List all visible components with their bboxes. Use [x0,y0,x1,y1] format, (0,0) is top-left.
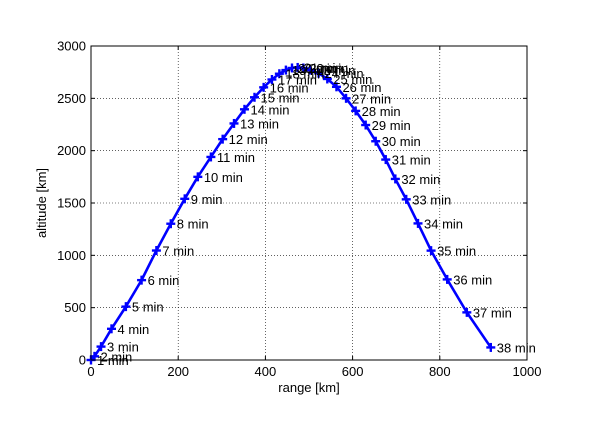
point-label: 38 min [497,340,536,355]
data-point-marker [371,136,381,146]
point-label: 25 min [333,72,372,87]
data-point-marker [137,275,147,285]
data-point-marker [96,342,106,352]
point-label: 30 min [382,134,421,149]
data-point-marker [166,219,176,229]
data-point-marker [401,194,411,204]
point-label: 36 min [453,272,492,287]
y-tick-label: 0 [79,353,86,368]
point-label: 27 min [352,91,391,106]
x-tick-label: 1000 [513,364,542,379]
point-label: 24 min [325,66,364,81]
data-point-marker [267,74,277,84]
point-label: 14 min [250,102,289,117]
data-point-marker [180,194,190,204]
point-label: 17 min [278,72,317,87]
y-tick-label: 1500 [57,196,86,211]
data-point-marker [250,92,259,102]
data-point-marker [426,246,436,256]
data-point-marker [361,120,371,130]
point-label: 34 min [424,216,463,231]
point-label: 12 min [229,132,268,147]
point-label: 8 min [177,217,209,232]
data-point-marker [381,155,391,165]
data-point-marker [486,342,496,352]
y-tick-label: 1000 [57,248,86,263]
x-tick-label: 400 [255,364,277,379]
point-label: 16 min [270,80,309,95]
point-label: 21 min [304,60,343,75]
point-label: 18 min [285,67,324,82]
point-label: 9 min [191,192,223,207]
x-tick-label: 0 [87,364,94,379]
point-label: 2 min [100,349,132,364]
data-point-marker [351,106,361,116]
point-label: 31 min [392,153,431,168]
point-label: 13 min [240,116,279,131]
data-point-marker [193,172,203,182]
data-point-marker [442,274,452,284]
point-label: 20 min [298,61,337,76]
point-label: 11 min [217,150,255,165]
point-label: 26 min [342,80,381,95]
point-label: 29 min [372,118,411,133]
data-point-marker [121,302,131,312]
data-point-marker [239,104,249,114]
data-point-marker [305,65,315,75]
point-label: 10 min [204,170,243,185]
point-label: 33 min [412,192,451,207]
data-point-marker [298,63,308,73]
data-point-marker [274,69,284,79]
grid [91,46,527,360]
y-tick-label: 2500 [57,91,86,106]
x-tick-label: 600 [342,364,364,379]
axis-ticks: 0 200 400 600 800 1000 0 500 1000 1500 2000 2500 300… [57,39,541,380]
data-point-marker [341,93,351,103]
point-label: 32 min [401,172,440,187]
data-point-marker [331,82,341,92]
point-label: 15 min [261,90,300,105]
point-label: 28 min [362,104,401,119]
data-point-marker [206,152,216,162]
data-point-marker [413,218,423,228]
data-point-marker [229,118,239,128]
point-label: 35 min [437,244,476,259]
data-point-marker [322,74,332,84]
data-point-marker [314,68,324,78]
point-label: 7 min [162,244,194,259]
data-point-marker [106,324,116,334]
point-label: 3 min [107,340,139,355]
data-point-marker [259,82,269,92]
y-tick-label: 2000 [57,143,86,158]
point-label: 6 min [148,273,180,288]
point-label: 5 min [132,300,164,315]
y-tick-label: 3000 [57,39,86,54]
x-tick-label: 200 [167,364,189,379]
data-point-marker [151,246,161,256]
x-tick-label: 800 [429,364,451,379]
x-axis-label: range [km] [278,380,339,395]
point-label: 4 min [117,322,149,337]
point-label: 22 min [309,61,348,76]
data-point-marker [218,134,228,144]
data-point-marker [281,65,291,75]
point-label: 23 min [316,63,355,78]
point-label: 37 min [473,305,512,320]
data-point-marker [462,307,472,317]
point-label: 19 min [292,63,331,78]
y-axis-label: altitude [km] [34,168,49,238]
data-point-marker [390,174,400,184]
y-tick-label: 500 [64,300,86,315]
